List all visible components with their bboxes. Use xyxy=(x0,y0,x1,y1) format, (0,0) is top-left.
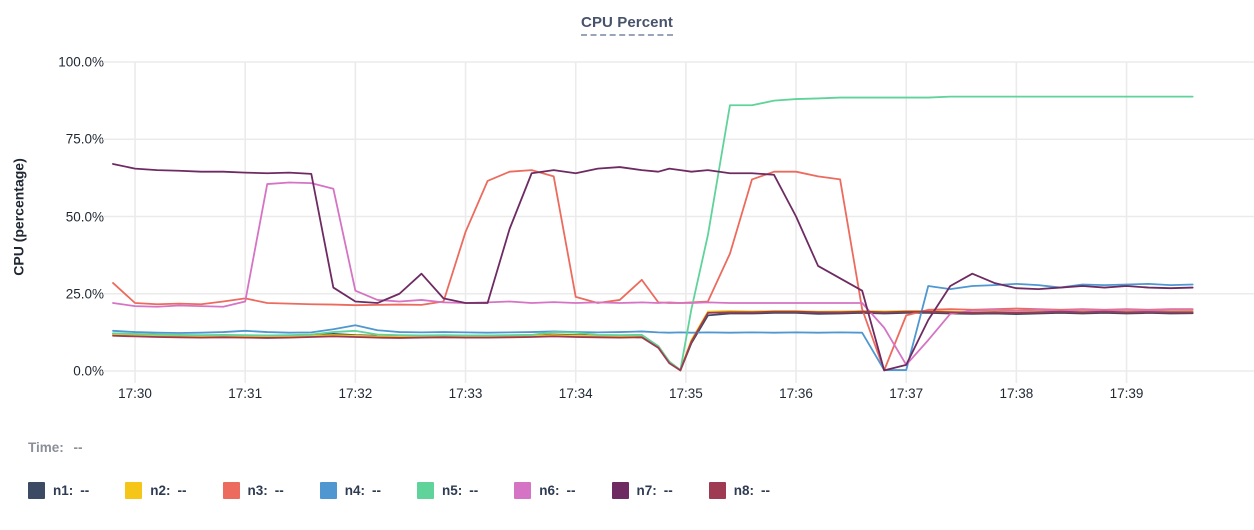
legend-label-n7: n7: xyxy=(636,483,657,498)
legend-label-n5: n5: xyxy=(442,483,463,498)
legend-item-n8[interactable]: n8: -- xyxy=(708,482,770,499)
legend-item-n7[interactable]: n7: -- xyxy=(611,482,673,499)
legend-item-n4[interactable]: n4: -- xyxy=(319,482,381,499)
legend-item-n2[interactable]: n2: -- xyxy=(125,482,187,499)
chart-title-text: CPU Percent xyxy=(581,14,673,36)
y-tick-label: 25.0% xyxy=(65,286,104,302)
legend-swatch-n3-icon xyxy=(222,482,240,499)
legend-value-n5: -- xyxy=(469,483,479,498)
legend-item-n3[interactable]: n3: -- xyxy=(222,482,284,499)
legend-swatch-n2-icon xyxy=(125,482,143,499)
x-tick-label: 17:38 xyxy=(999,386,1034,401)
legend-swatch-n6-icon xyxy=(514,482,532,499)
legend-label-n4: n4: xyxy=(344,483,365,498)
y-tick-label: 100.0% xyxy=(58,54,104,70)
legend-label-n2: n2: xyxy=(150,483,171,498)
x-tick-label: 17:31 xyxy=(228,386,263,401)
y-axis-ticks: 0.0% 25.0% 50.0% 75.0% 100.0% xyxy=(0,0,104,420)
legend-value-n3: -- xyxy=(274,483,284,498)
legend-value-n4: -- xyxy=(372,483,381,498)
legend-label-n6: n6: xyxy=(539,483,560,498)
series-line-n4 xyxy=(112,282,1194,371)
series-line-n8 xyxy=(112,310,1194,372)
legend-swatch-n4-icon xyxy=(319,482,337,499)
legend-swatch-n1-icon xyxy=(28,482,45,499)
time-readout: Time: -- xyxy=(28,440,83,455)
x-tick-label: 17:35 xyxy=(668,386,703,401)
x-tick-label: 17:37 xyxy=(889,386,924,401)
series-line-n6 xyxy=(112,181,1194,366)
legend-swatch-n7-icon xyxy=(611,482,629,499)
legend-swatch-n5-icon xyxy=(417,482,434,499)
x-tick-label: 17:30 xyxy=(118,386,152,401)
plot-area xyxy=(103,61,1254,383)
y-tick-label: 75.0% xyxy=(65,131,104,147)
legend-value-n8: -- xyxy=(761,483,770,498)
legend-value-n2: -- xyxy=(177,483,187,498)
y-tick-label: 0.0% xyxy=(73,363,104,379)
chart-title: CPU Percent xyxy=(0,14,1254,36)
time-readout-value: -- xyxy=(73,440,83,455)
x-tick-label: 17:32 xyxy=(338,386,373,401)
legend-item-n6[interactable]: n6: -- xyxy=(514,482,576,499)
y-tick-label: 50.0% xyxy=(65,209,104,224)
x-tick-label: 17:39 xyxy=(1109,386,1144,401)
legend-value-n6: -- xyxy=(566,483,576,498)
legend-label-n1: n1: xyxy=(53,483,74,498)
legend: n1: -- n2: -- n3: -- n4: -- n5: -- n6: -- n7: -- n8: -- xyxy=(28,482,1228,499)
legend-label-n8: n8: xyxy=(733,483,754,498)
x-tick-label: 17:33 xyxy=(448,386,483,401)
time-readout-label: Time: xyxy=(28,440,64,455)
legend-value-n7: -- xyxy=(663,483,673,498)
plot-svg xyxy=(103,61,1254,383)
legend-swatch-n8-icon xyxy=(708,482,726,499)
legend-item-n5[interactable]: n5: -- xyxy=(417,482,478,499)
series-line-n5 xyxy=(112,95,1194,371)
legend-item-n1[interactable]: n1: -- xyxy=(28,482,89,499)
series-line-n7 xyxy=(112,163,1194,372)
x-axis-ticks: 17:30 17:31 17:32 17:33 17:34 17:35 17:36 17:37… xyxy=(118,386,1144,401)
legend-label-n3: n3: xyxy=(247,483,268,498)
x-tick-label: 17:36 xyxy=(779,386,813,401)
legend-value-n1: -- xyxy=(80,483,90,498)
series-line-n3 xyxy=(112,169,1194,372)
x-tick-label: 17:34 xyxy=(558,386,593,401)
series-line-n2 xyxy=(112,310,1194,371)
